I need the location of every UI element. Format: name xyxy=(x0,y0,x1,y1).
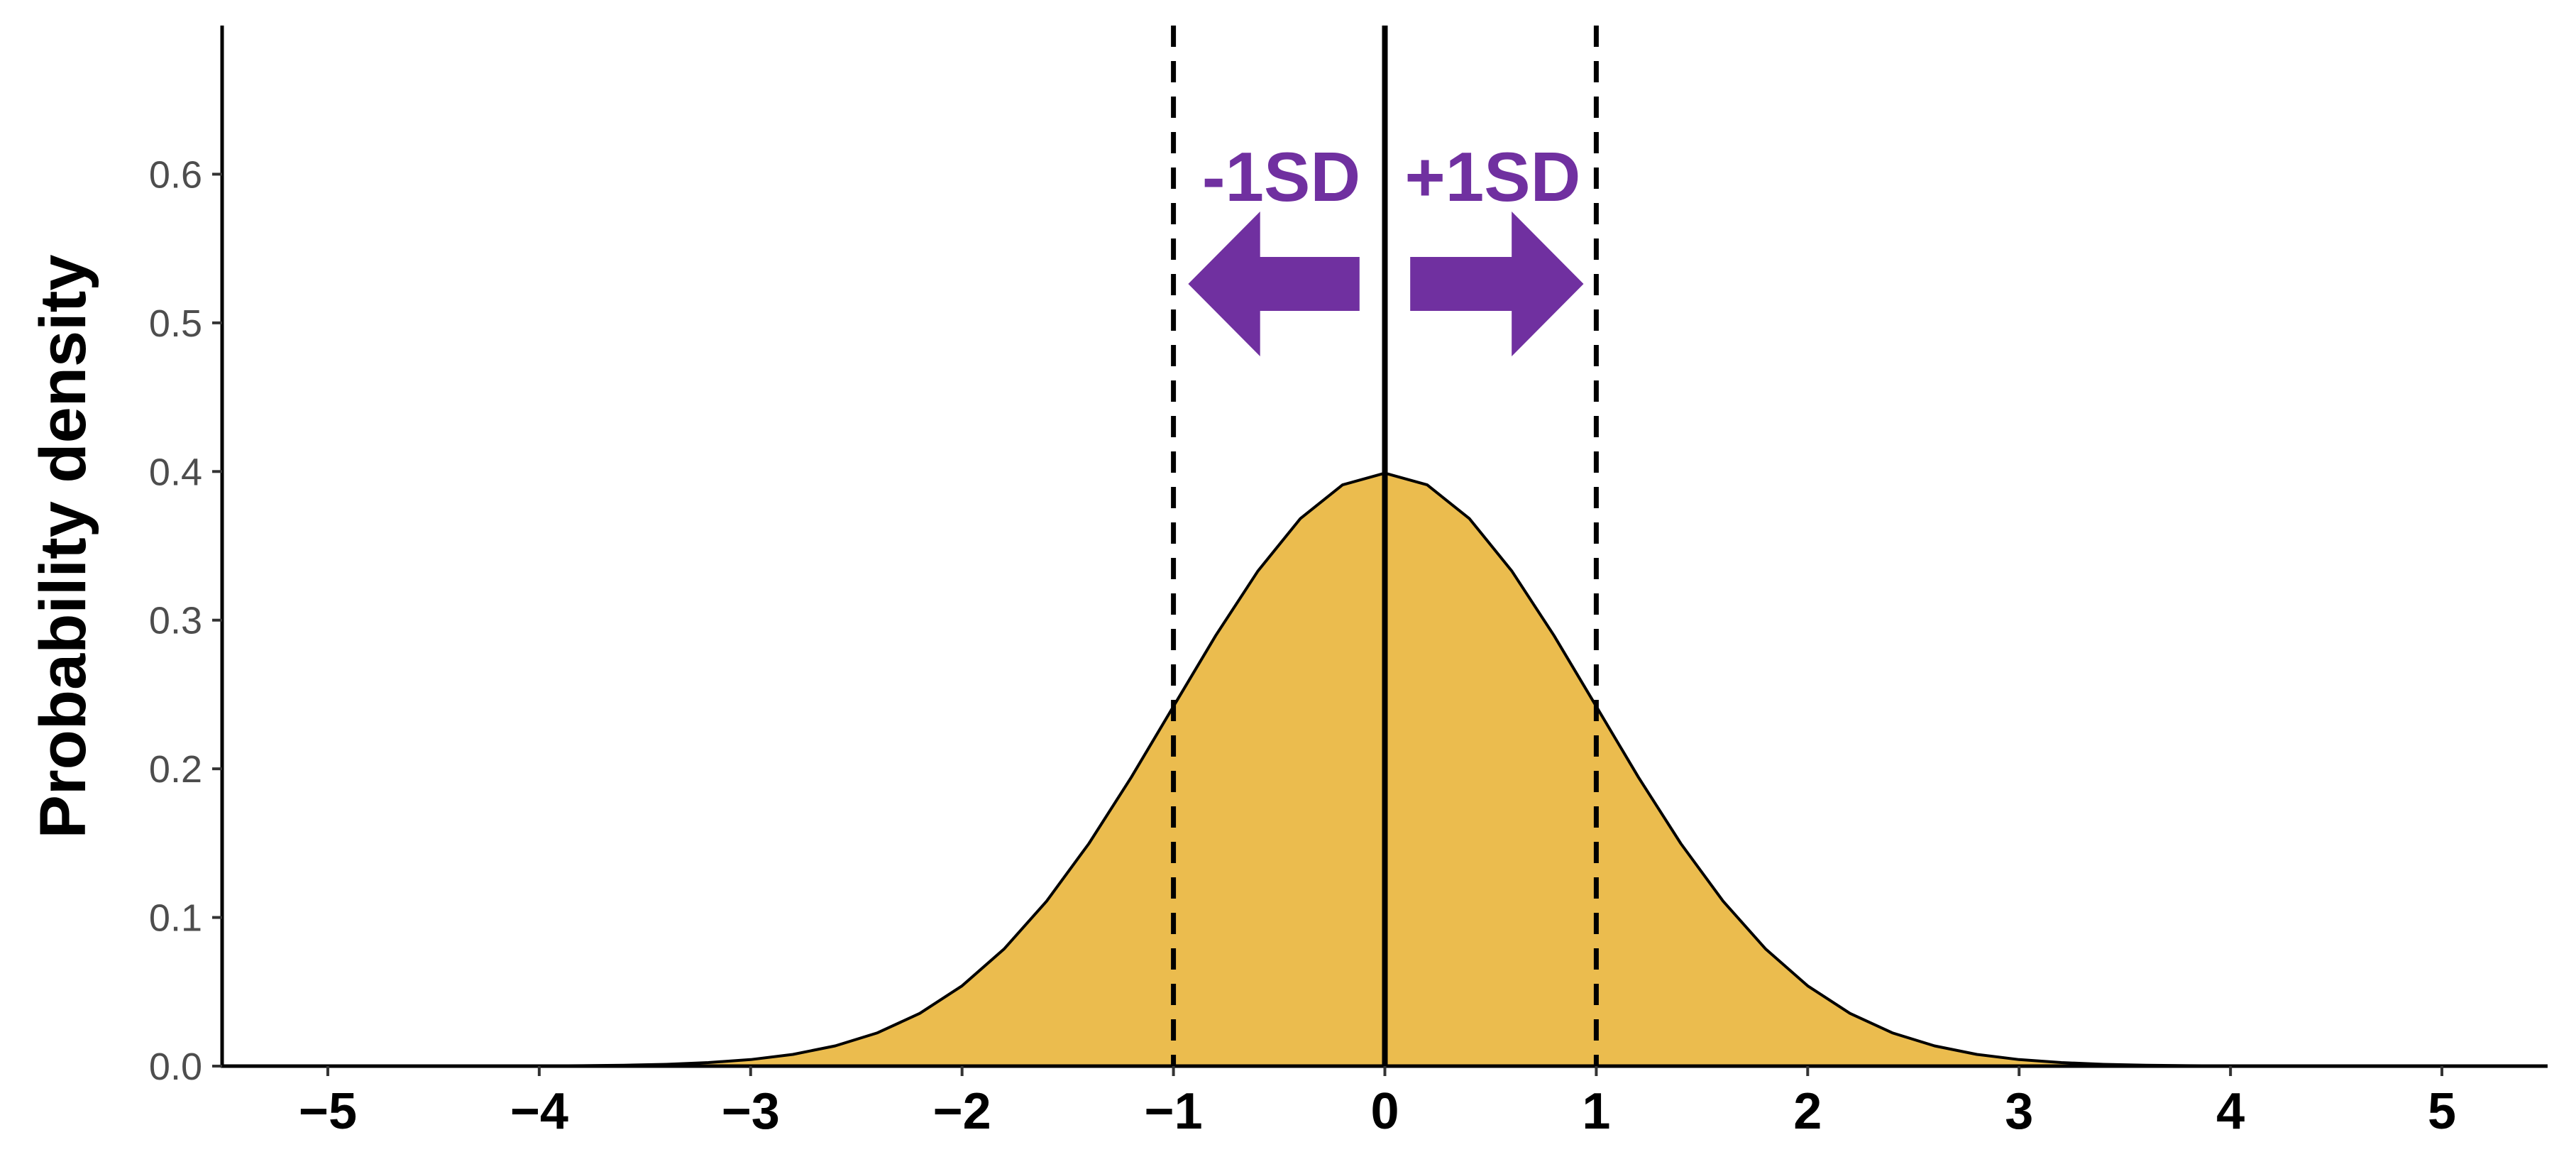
minus-1sd-label: -1SD xyxy=(1202,138,1360,216)
annotations: -1SD +1SD xyxy=(1188,138,1584,356)
x-tick-label: 3 xyxy=(2005,1083,2033,1140)
y-tick-label: 0.3 xyxy=(149,600,202,642)
x-tick-label: 1 xyxy=(1582,1083,1610,1140)
x-tick-label: −4 xyxy=(510,1083,568,1140)
axes: 0.0 0.1 0.2 0.3 0.4 0.5 0.6 −5 −4 −3 −2 −1 0 1 2 3 4 5 xyxy=(149,26,2548,1140)
reference-lines xyxy=(1171,26,1599,1066)
x-tick-label: 5 xyxy=(2428,1083,2456,1140)
right-arrow-icon xyxy=(1410,212,1584,356)
y-tick-label: 0.0 xyxy=(149,1046,202,1088)
y-axis-label: Probability density xyxy=(27,254,99,838)
x-tick-label: 0 xyxy=(1370,1083,1399,1140)
y-tick-label: 0.1 xyxy=(149,897,202,940)
x-tick-label: −2 xyxy=(933,1083,991,1140)
left-arrow-icon xyxy=(1188,212,1360,356)
x-tick-label: 4 xyxy=(2216,1083,2245,1140)
y-tick-label: 0.2 xyxy=(149,748,202,791)
x-tick-label: −1 xyxy=(1145,1083,1203,1140)
y-tick-label: 0.5 xyxy=(149,302,202,345)
y-tick-label: 0.4 xyxy=(149,451,202,493)
x-tick-label: 2 xyxy=(1793,1083,1822,1140)
x-tick-label: −3 xyxy=(722,1083,780,1140)
plus-1sd-label: +1SD xyxy=(1404,138,1580,216)
y-tick-label: 0.6 xyxy=(149,153,202,196)
x-tick-label: −5 xyxy=(299,1083,357,1140)
